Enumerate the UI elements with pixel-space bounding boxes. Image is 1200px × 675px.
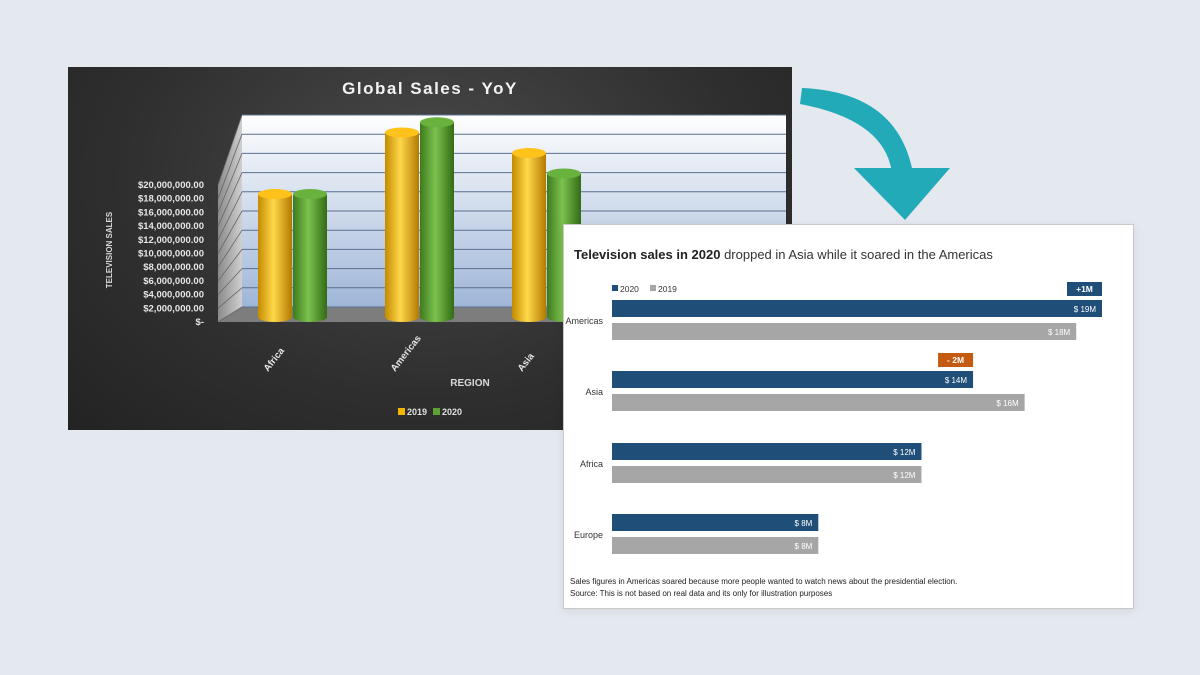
footnote-explanation: Sales figures in Americas soared because… [570,577,957,586]
legend-label-2019: 2019 [658,284,677,294]
y-tick-label: $20,000,000.00 [138,180,204,191]
y-tick-label: $10,000,000.00 [138,249,204,260]
bar-americas-2020 [612,300,1102,317]
category-label: Americas [565,316,603,326]
legend-label-2020: 2020 [620,284,639,294]
bar-europe-2020 [612,514,819,531]
legend-swatch-2020 [612,285,618,291]
legend: 2019 2020 [398,407,462,417]
legend: 2020 2019 [612,284,677,294]
bar-africa-2020 [612,443,922,460]
bar-americas-2019 [385,127,419,322]
legend-swatch-2020 [433,408,440,415]
bar-asia-2019 [612,394,1025,411]
y-tick-label: $- [196,317,204,328]
change-badge-label: +1M [1076,284,1093,294]
original-3d-column-chart: $- $2,000,000.00 $4,000,000.00 $6,000,000.0… [105,79,786,417]
gridline-side [217,172,243,227]
gridline-side [217,134,243,199]
gridline-side [217,249,243,282]
headline-bold: Television sales in 2020 [574,247,720,262]
gridline-side [217,229,243,268]
bar-asia-2020 [612,371,974,388]
category-label: Africa [580,459,603,469]
y-tick-label: $18,000,000.00 [138,194,204,205]
bar-americas-2019 [612,323,1077,340]
x-axis-label: REGION [450,378,489,389]
y-tick-label: $4,000,000.00 [143,290,204,301]
bar-value-label: $ 8M [795,542,813,551]
bar-africa-2019 [258,189,292,322]
y-tick-label: $16,000,000.00 [138,207,204,218]
x-tick-label: Africa [262,345,288,374]
y-tick-label: $8,000,000.00 [143,262,204,273]
gridline-side [217,287,243,309]
bar-value-label: $ 14M [945,376,968,385]
arrow-head [854,168,950,220]
horizontal-bar-chart: Television sales in 2020 dropped in Asia… [565,247,1102,598]
headline-rest: dropped in Asia while it soared in the A… [720,247,993,262]
arrow-shaft [800,88,913,173]
gridline-side [217,306,243,323]
category-label: Asia [585,387,603,397]
chart-side-wall [218,115,242,322]
bar-africa-2020 [293,189,327,322]
bar-americas-2020 [420,117,454,322]
change-badge [1067,282,1102,296]
x-tick-label: Asia [516,351,537,374]
gridline-side [217,268,243,295]
gridline-side [217,114,243,186]
bar-asia-2019 [512,148,546,322]
y-tick-label: $12,000,000.00 [138,235,204,246]
gridline-side [217,191,243,240]
bar-europe-2019 [612,537,819,554]
y-tick-label: $2,000,000.00 [143,303,204,314]
y-tick-label: $14,000,000.00 [138,221,204,232]
bar-value-label: $ 12M [893,471,916,480]
gridline-side [217,153,243,213]
y-tick-label: $6,000,000.00 [143,276,204,287]
bar-value-label: $ 18M [1048,328,1071,337]
change-badge-label: - 2M [947,355,964,365]
legend-swatch-2019 [398,408,405,415]
legend-label-2020: 2020 [442,407,462,417]
bar-value-label: $ 8M [795,519,813,528]
bar-value-label: $ 16M [996,399,1019,408]
gridline-side [217,210,243,254]
category-label: Europe [574,530,603,540]
chart-title: Global Sales - YoY [342,79,518,98]
bar-value-label: $ 19M [1074,305,1097,314]
bar-africa-2019 [612,466,922,483]
y-axis-label: TELEVISION SALES [105,211,114,288]
chart-headline: Television sales in 2020 dropped in Asia… [574,247,993,262]
change-badge [938,353,974,367]
x-tick-label: Americas [389,333,424,373]
legend-label-2019: 2019 [407,407,427,417]
footnote-source: Source: This is not based on real data a… [570,589,832,598]
curved-arrow-icon [800,88,950,220]
legend-swatch-2019 [650,285,656,291]
bar-value-label: $ 12M [893,448,916,457]
improved-chart-card: Television sales in 2020 dropped in Asia… [563,224,1134,609]
